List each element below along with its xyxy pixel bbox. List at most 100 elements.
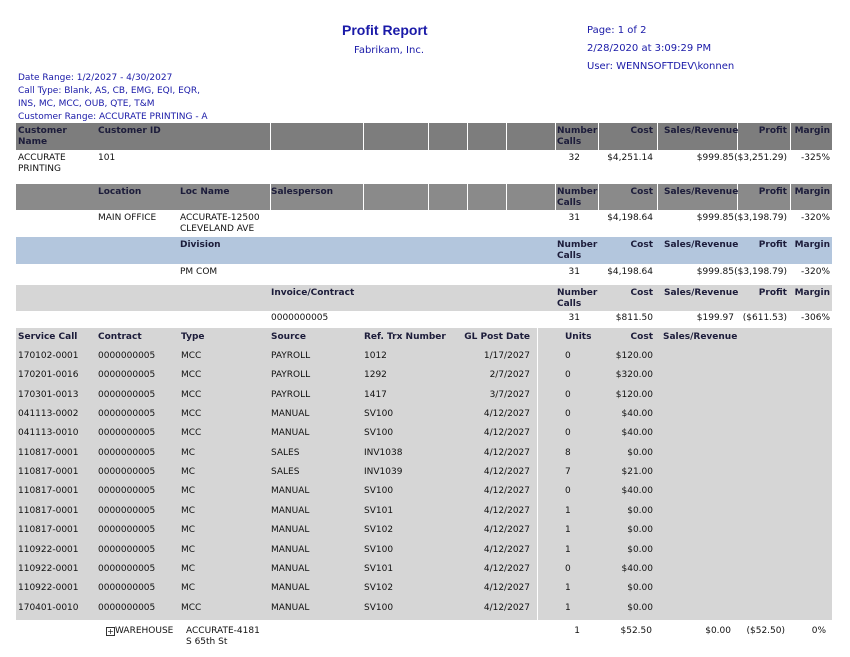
next-location-cell: WAREHOUSE xyxy=(115,626,174,636)
detail-cell: 0000000005 xyxy=(98,428,156,439)
column-separator xyxy=(555,123,556,150)
detail-cell: 0000000005 xyxy=(98,563,156,574)
invoice-header-cell: Cost xyxy=(630,288,653,298)
column-separator xyxy=(737,123,738,150)
detail-cell: MC xyxy=(181,467,196,478)
column-separator xyxy=(657,184,658,210)
detail-cell: SALES xyxy=(271,447,300,458)
detail-cell: 4/12/2027 xyxy=(483,525,530,536)
detail-cell: 0000000005 xyxy=(98,602,156,613)
detail-cell: 0000000005 xyxy=(98,447,156,458)
invoice-header-cell: Profit xyxy=(758,288,787,298)
detail-cell: 0 xyxy=(565,428,571,439)
division-row-cell: 31 xyxy=(568,267,580,277)
location-row-cell: 31 xyxy=(568,213,580,223)
detail-cell: $40.00 xyxy=(621,428,654,439)
customer-header-cell: Number Calls xyxy=(557,126,598,147)
detail-cell: 1 xyxy=(565,544,571,555)
detail-cell: MC xyxy=(181,486,196,497)
detail-cell: 0 xyxy=(565,486,571,497)
detail-cell: 1417 xyxy=(364,389,387,400)
detail-cell: 7 xyxy=(565,467,571,478)
invoice-row-cell: ($611.53) xyxy=(742,313,787,323)
next-location-cell: ($52.50) xyxy=(746,626,785,636)
customer-row-cell: $4,251.14 xyxy=(607,153,653,163)
next-location-cell: $52.50 xyxy=(620,626,653,636)
detail-cell: 0000000005 xyxy=(98,505,156,516)
division-header-cell: Margin xyxy=(794,240,830,250)
column-separator xyxy=(598,123,599,150)
location-header-cell: Loc Name xyxy=(180,187,230,197)
column-separator xyxy=(790,184,791,210)
customer-header-cell: Customer Name xyxy=(18,126,67,147)
detail-cell: 0000000005 xyxy=(98,544,156,555)
division-row-cell: PM COM xyxy=(180,267,218,277)
user: User: WENNSOFTDEV\konnen xyxy=(587,61,735,72)
customer-row-cell: 101 xyxy=(98,153,116,163)
invoice-row-cell: -306% xyxy=(801,313,830,323)
detail-cell: MANUAL xyxy=(271,602,310,613)
column-separator xyxy=(598,184,599,210)
detail-cell: 110922-0001 xyxy=(18,563,79,574)
detail-cell: MANUAL xyxy=(271,563,310,574)
detail-column-header: Sales/Revenue xyxy=(663,332,738,342)
detail-column-header: Units xyxy=(565,332,592,342)
detail-cell: 0000000005 xyxy=(98,351,156,361)
detail-cell: 3/7/2027 xyxy=(489,389,530,400)
detail-cell: $40.00 xyxy=(621,486,654,497)
invoice-row-cell: 31 xyxy=(568,313,580,323)
customer-header-cell: Sales/Revenue xyxy=(664,126,739,136)
location-row-cell: ACCURATE-12500 CLEVELAND AVE xyxy=(180,213,260,234)
detail-column-header: GL Post Date xyxy=(464,332,530,342)
detail-cell: MCC xyxy=(181,389,202,400)
detail-cell: 110922-0001 xyxy=(18,544,79,555)
location-header-band xyxy=(16,184,832,210)
location-header-cell: Cost xyxy=(630,187,653,197)
column-separator xyxy=(428,184,429,210)
detail-cell: 4/12/2027 xyxy=(483,467,530,478)
detail-cell: MC xyxy=(181,583,196,594)
location-header-cell: Margin xyxy=(794,187,830,197)
detail-cell: $0.00 xyxy=(627,602,653,613)
detail-cell: SV102 xyxy=(364,525,394,536)
column-separator xyxy=(737,184,738,210)
detail-cell: $40.00 xyxy=(621,409,654,420)
detail-column-header: Cost xyxy=(630,332,653,342)
column-separator xyxy=(428,123,429,150)
column-separator xyxy=(363,184,364,210)
detail-cell: 4/12/2027 xyxy=(483,505,530,516)
detail-cell: MC xyxy=(181,563,196,574)
column-separator xyxy=(657,123,658,150)
detail-cell: 0000000005 xyxy=(98,467,156,478)
detail-cell: PAYROLL xyxy=(271,351,311,361)
detail-cell: 1 xyxy=(565,525,571,536)
detail-cell: 110922-0001 xyxy=(18,583,79,594)
location-header-cell: Salesperson xyxy=(271,187,334,197)
detail-cell: 0000000005 xyxy=(98,409,156,420)
location-row-cell: $4,198.64 xyxy=(607,213,653,223)
next-location-cell: ACCURATE-4181 S 65th St xyxy=(186,626,260,647)
next-location-cell: 0% xyxy=(811,626,826,636)
detail-cell: MCC xyxy=(181,602,202,613)
invoice-header-band xyxy=(16,285,832,311)
column-separator xyxy=(790,123,791,150)
detail-cell: INV1039 xyxy=(364,467,403,478)
column-separator xyxy=(555,184,556,210)
detail-cell: 1012 xyxy=(364,351,387,361)
division-header-cell: Sales/Revenue xyxy=(664,240,739,250)
detail-cell: 0000000005 xyxy=(98,486,156,497)
division-row-cell: ($3,198.79) xyxy=(734,267,787,277)
page-number: Page: 1 of 2 xyxy=(587,25,647,36)
detail-cell: 8 xyxy=(565,447,571,458)
expand-icon[interactable]: + xyxy=(106,627,115,636)
detail-cell: 0000000005 xyxy=(98,389,156,400)
detail-cell: PAYROLL xyxy=(271,370,311,381)
division-row-cell: $999.85 xyxy=(696,267,734,277)
location-header-cell: Profit xyxy=(758,187,787,197)
detail-cell: MANUAL xyxy=(271,486,310,497)
division-row-cell: -320% xyxy=(801,267,830,277)
location-header-cell: Number Calls xyxy=(557,187,598,208)
detail-cell: 4/12/2027 xyxy=(483,544,530,555)
column-separator xyxy=(270,123,271,150)
